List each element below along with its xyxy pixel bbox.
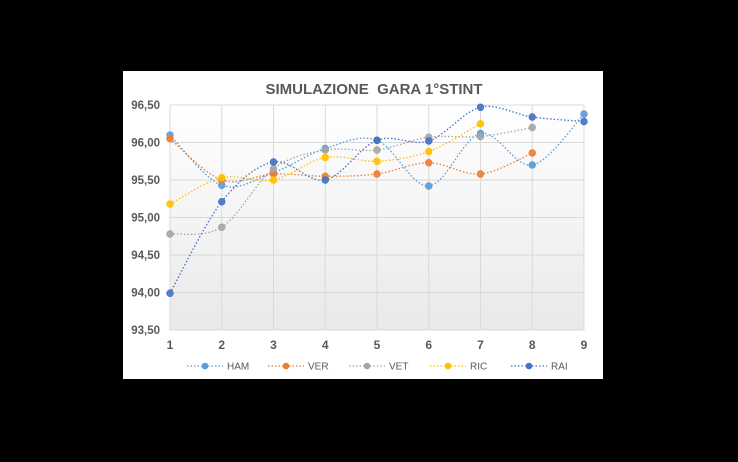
legend-label: VER xyxy=(308,362,329,373)
data-point-ric xyxy=(476,120,485,128)
series-ric xyxy=(166,120,485,208)
data-point-ric xyxy=(321,153,329,162)
legend-item-ver: VER xyxy=(268,362,329,373)
x-tick-label: 1 xyxy=(167,338,174,352)
legend: HAM VER VET RIC RAI xyxy=(187,362,568,373)
y-tick-label: 94,50 xyxy=(131,250,160,262)
data-point-rai xyxy=(580,117,588,126)
legend-label: VET xyxy=(389,362,408,373)
data-point-rai xyxy=(166,289,174,297)
data-point-vet xyxy=(269,165,278,173)
legend-swatch-marker xyxy=(201,362,209,370)
series-rai xyxy=(166,103,588,297)
legend-swatch-marker xyxy=(282,362,290,370)
data-point-rai xyxy=(321,176,329,184)
data-point-ham xyxy=(528,161,536,169)
y-tick-label: 96,50 xyxy=(131,100,160,112)
data-point-ham xyxy=(425,182,433,190)
chart-card: 93,50 94,00 94,50 95,00 95,50 96,00 96,50 1 2 3 4… xyxy=(123,71,603,379)
x-tick-label: 5 xyxy=(374,338,381,352)
legend-item-rai: RAI xyxy=(511,362,568,373)
x-axis-ticks: 1 2 3 4 5 6 7 8 9 xyxy=(167,338,588,352)
x-tick-label: 2 xyxy=(218,338,225,352)
data-point-ric xyxy=(373,157,381,165)
legend-swatch-marker xyxy=(525,362,533,370)
data-point-ver xyxy=(528,149,536,157)
y-axis-ticks: 93,50 94,00 94,50 95,00 95,50 96,00 96,50 xyxy=(131,100,160,337)
series-line-rai xyxy=(169,105,585,294)
chart-title: SIMULAZIONE GARA 1°STINT xyxy=(265,81,482,98)
legend-swatch-marker xyxy=(444,362,452,370)
gridlines xyxy=(169,104,585,331)
data-point-vet xyxy=(166,230,174,238)
x-tick-label: 3 xyxy=(270,338,277,352)
data-point-ver xyxy=(373,170,381,178)
x-tick-label: 4 xyxy=(322,338,329,352)
data-point-vet xyxy=(476,132,485,141)
data-point-ric xyxy=(425,147,433,156)
legend-item-ham: HAM xyxy=(187,362,249,373)
data-point-rai xyxy=(425,137,433,145)
data-point-ham xyxy=(580,110,588,118)
legend-item-ric: RIC xyxy=(430,362,487,373)
legend-item-vet: VET xyxy=(349,362,408,373)
y-tick-label: 93,50 xyxy=(131,325,160,337)
y-tick-label: 96,00 xyxy=(131,138,160,150)
x-tick-label: 8 xyxy=(529,338,536,352)
data-point-ver xyxy=(166,135,174,143)
data-point-rai xyxy=(528,113,536,121)
data-point-rai xyxy=(373,136,381,144)
data-point-vet xyxy=(373,146,381,154)
data-point-vet xyxy=(218,223,226,231)
legend-swatch-marker xyxy=(363,362,371,370)
y-tick-label: 94,00 xyxy=(131,288,160,300)
series-layer xyxy=(166,103,588,297)
data-point-vet xyxy=(528,123,536,132)
legend-label: RIC xyxy=(470,362,487,373)
x-tick-label: 7 xyxy=(477,338,484,352)
data-point-rai xyxy=(218,198,226,206)
data-point-ric xyxy=(166,200,174,208)
line-chart: 93,50 94,00 94,50 95,00 95,50 96,00 96,50 1 2 3 4… xyxy=(131,81,588,373)
data-point-ric xyxy=(269,176,278,184)
y-tick-label: 95,00 xyxy=(131,213,160,225)
series-line-ham xyxy=(169,113,585,188)
x-tick-label: 9 xyxy=(581,338,588,352)
data-point-ric xyxy=(218,174,226,182)
data-point-vet xyxy=(321,146,329,154)
data-point-ver xyxy=(476,170,485,178)
legend-label: HAM xyxy=(227,362,249,373)
legend-label: RAI xyxy=(551,362,568,373)
data-point-ver xyxy=(425,159,433,167)
data-point-rai xyxy=(269,158,278,166)
x-tick-label: 6 xyxy=(425,338,432,352)
data-point-rai xyxy=(476,103,485,111)
y-tick-label: 95,50 xyxy=(131,175,160,187)
